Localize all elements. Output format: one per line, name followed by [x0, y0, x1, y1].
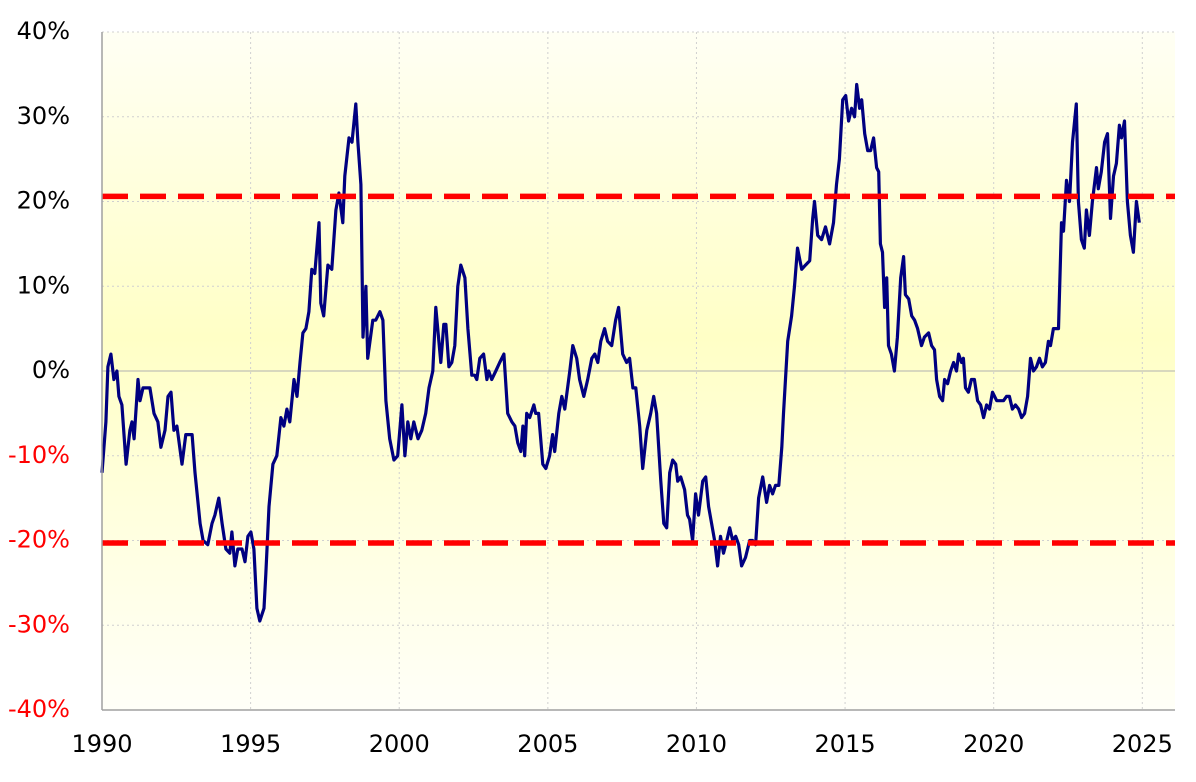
labels: -40% -30% -20% -10% 0% 10% 20% 30% 40% 1990 1995 20…	[8, 17, 1173, 758]
y-tick-label: 40%	[17, 17, 70, 45]
y-tick-label: 10%	[17, 271, 70, 299]
y-tick-label: -40%	[8, 695, 70, 723]
y-tick-label: 30%	[17, 102, 70, 130]
x-tick-label: 1995	[220, 730, 281, 758]
series-line	[100, 82, 1141, 623]
x-tick-label: 2000	[369, 730, 430, 758]
x-tick-label: 2015	[815, 730, 876, 758]
y-tick-label: -20%	[8, 526, 70, 554]
x-tick-label: 2025	[1112, 730, 1173, 758]
x-tick-label: 2020	[963, 730, 1024, 758]
x-tick-label: 1990	[71, 730, 132, 758]
x-tick-label: 2010	[666, 730, 727, 758]
x-tick-label: 2005	[517, 730, 578, 758]
y-tick-label: 20%	[17, 187, 70, 215]
y-tick-label: 0%	[32, 356, 70, 384]
y-tick-label: -30%	[8, 610, 70, 638]
y-tick-label: -10%	[8, 441, 70, 469]
marks	[100, 82, 1175, 623]
